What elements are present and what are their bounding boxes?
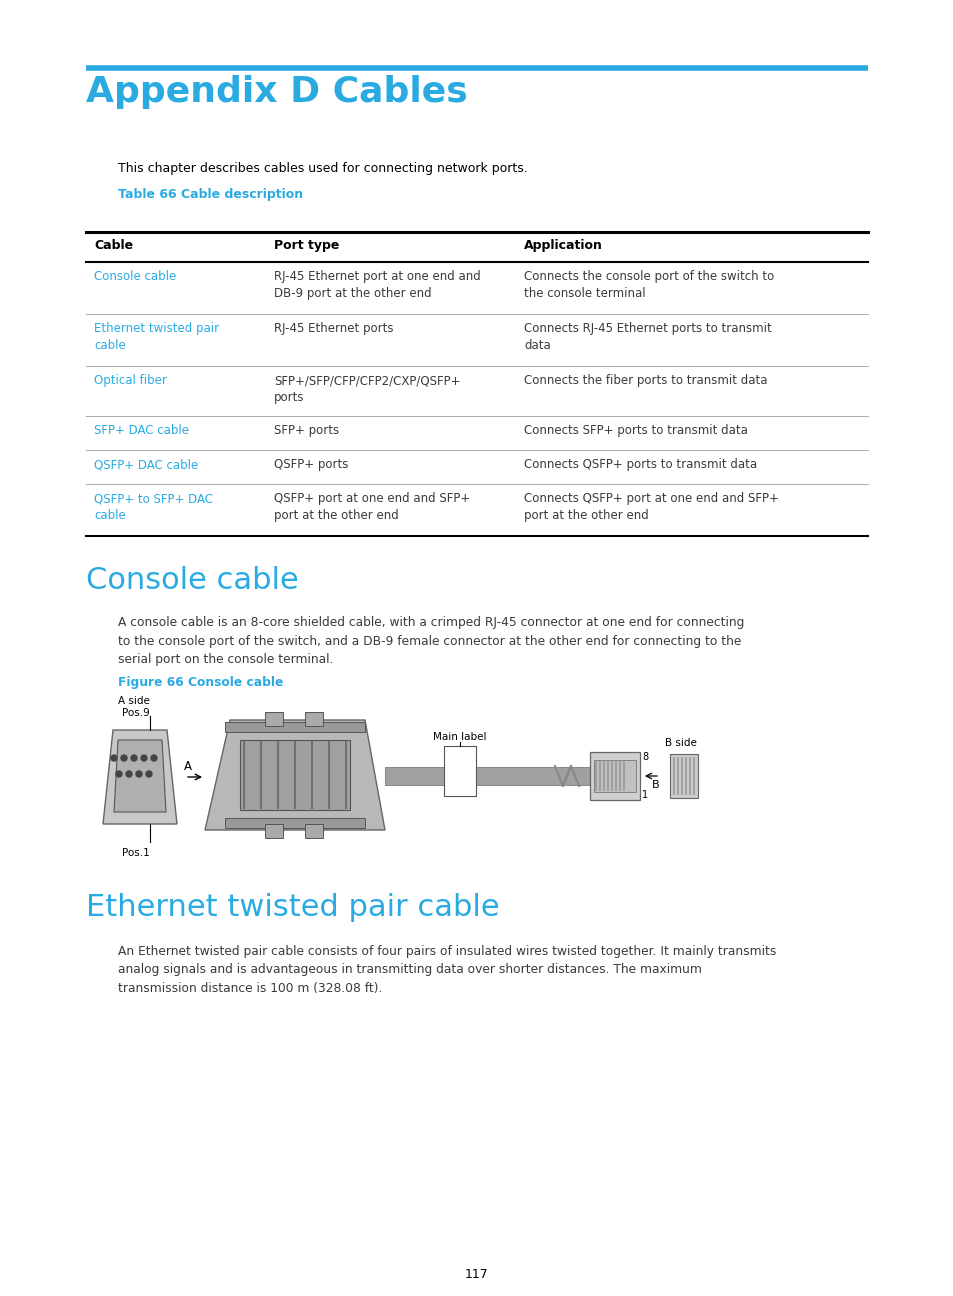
Text: Main label: Main label [433, 732, 486, 743]
Circle shape [151, 756, 157, 761]
Text: SFP+ ports: SFP+ ports [274, 424, 338, 437]
Text: B: B [651, 780, 659, 791]
Text: Figure 66 Console cable: Figure 66 Console cable [118, 677, 283, 689]
Text: Connects the fiber ports to transmit data: Connects the fiber ports to transmit dat… [523, 375, 767, 388]
Circle shape [146, 771, 152, 778]
Text: A: A [184, 759, 192, 772]
Bar [305, 712, 323, 726]
Text: SFP+ DAC cable: SFP+ DAC cable [94, 424, 189, 437]
Bar [265, 712, 283, 726]
Bar [305, 824, 323, 839]
Circle shape [121, 756, 127, 761]
Text: 117: 117 [465, 1267, 488, 1280]
Text: Port type: Port type [274, 238, 339, 251]
Text: Connects QSFP+ port at one end and SFP+
port at the other end: Connects QSFP+ port at one end and SFP+ … [523, 492, 778, 522]
Text: A console cable is an 8-core shielded cable, with a crimped RJ-45 connector at o: A console cable is an 8-core shielded ca… [118, 616, 743, 666]
Text: QSFP+ ports: QSFP+ ports [274, 457, 348, 470]
Bar [265, 824, 283, 839]
Text: Pos.9: Pos.9 [122, 708, 150, 718]
Text: Ethernet twisted pair cable: Ethernet twisted pair cable [86, 893, 499, 921]
Text: 1: 1 [641, 791, 647, 800]
Text: Optical fiber: Optical fiber [94, 375, 167, 388]
Bar [594, 759, 636, 792]
Text: A side: A side [118, 696, 150, 706]
Text: Cable: Cable [94, 238, 133, 251]
Text: Console cable: Console cable [94, 270, 176, 283]
Circle shape [131, 756, 137, 761]
Text: 8: 8 [641, 752, 647, 762]
Bar [240, 740, 350, 810]
Bar [443, 746, 476, 796]
Text: RJ-45 Ethernet port at one end and
DB-9 port at the other end: RJ-45 Ethernet port at one end and DB-9 … [274, 270, 480, 299]
Bar [225, 818, 365, 828]
Text: Pos.1: Pos.1 [122, 848, 150, 858]
Text: Ethernet twisted pair
cable: Ethernet twisted pair cable [94, 321, 219, 353]
Text: B side: B side [664, 737, 696, 748]
Circle shape [126, 771, 132, 778]
Text: Console cable: Console cable [86, 566, 298, 595]
Text: Application: Application [523, 238, 602, 251]
Circle shape [111, 756, 117, 761]
Polygon shape [103, 730, 177, 824]
Text: Connects RJ-45 Ethernet ports to transmit
data: Connects RJ-45 Ethernet ports to transmi… [523, 321, 771, 353]
Text: QSFP+ to SFP+ DAC
cable: QSFP+ to SFP+ DAC cable [94, 492, 213, 522]
Text: Appendix D Cables: Appendix D Cables [86, 75, 467, 109]
Text: RJ-45 Ethernet ports: RJ-45 Ethernet ports [274, 321, 393, 334]
Bar [669, 754, 698, 798]
Text: Table 66 Cable description: Table 66 Cable description [118, 188, 303, 201]
Text: Connects SFP+ ports to transmit data: Connects SFP+ ports to transmit data [523, 424, 747, 437]
Text: This chapter describes cables used for connecting network ports.: This chapter describes cables used for c… [118, 162, 527, 175]
Text: Connects the console port of the switch to
the console terminal: Connects the console port of the switch … [523, 270, 774, 299]
Text: QSFP+ DAC cable: QSFP+ DAC cable [94, 457, 198, 470]
Text: SFP+/SFP/CFP/CFP2/CXP/QSFP+
ports: SFP+/SFP/CFP/CFP2/CXP/QSFP+ ports [274, 375, 460, 404]
Circle shape [116, 771, 122, 778]
Bar [385, 767, 589, 785]
Circle shape [141, 756, 147, 761]
Polygon shape [113, 740, 166, 813]
Bar [225, 722, 365, 732]
Text: An Ethernet twisted pair cable consists of four pairs of insulated wires twisted: An Ethernet twisted pair cable consists … [118, 945, 776, 995]
Bar [589, 752, 639, 800]
Polygon shape [205, 721, 385, 829]
Text: QSFP+ port at one end and SFP+
port at the other end: QSFP+ port at one end and SFP+ port at t… [274, 492, 470, 522]
Circle shape [136, 771, 142, 778]
Text: Connects QSFP+ ports to transmit data: Connects QSFP+ ports to transmit data [523, 457, 757, 470]
